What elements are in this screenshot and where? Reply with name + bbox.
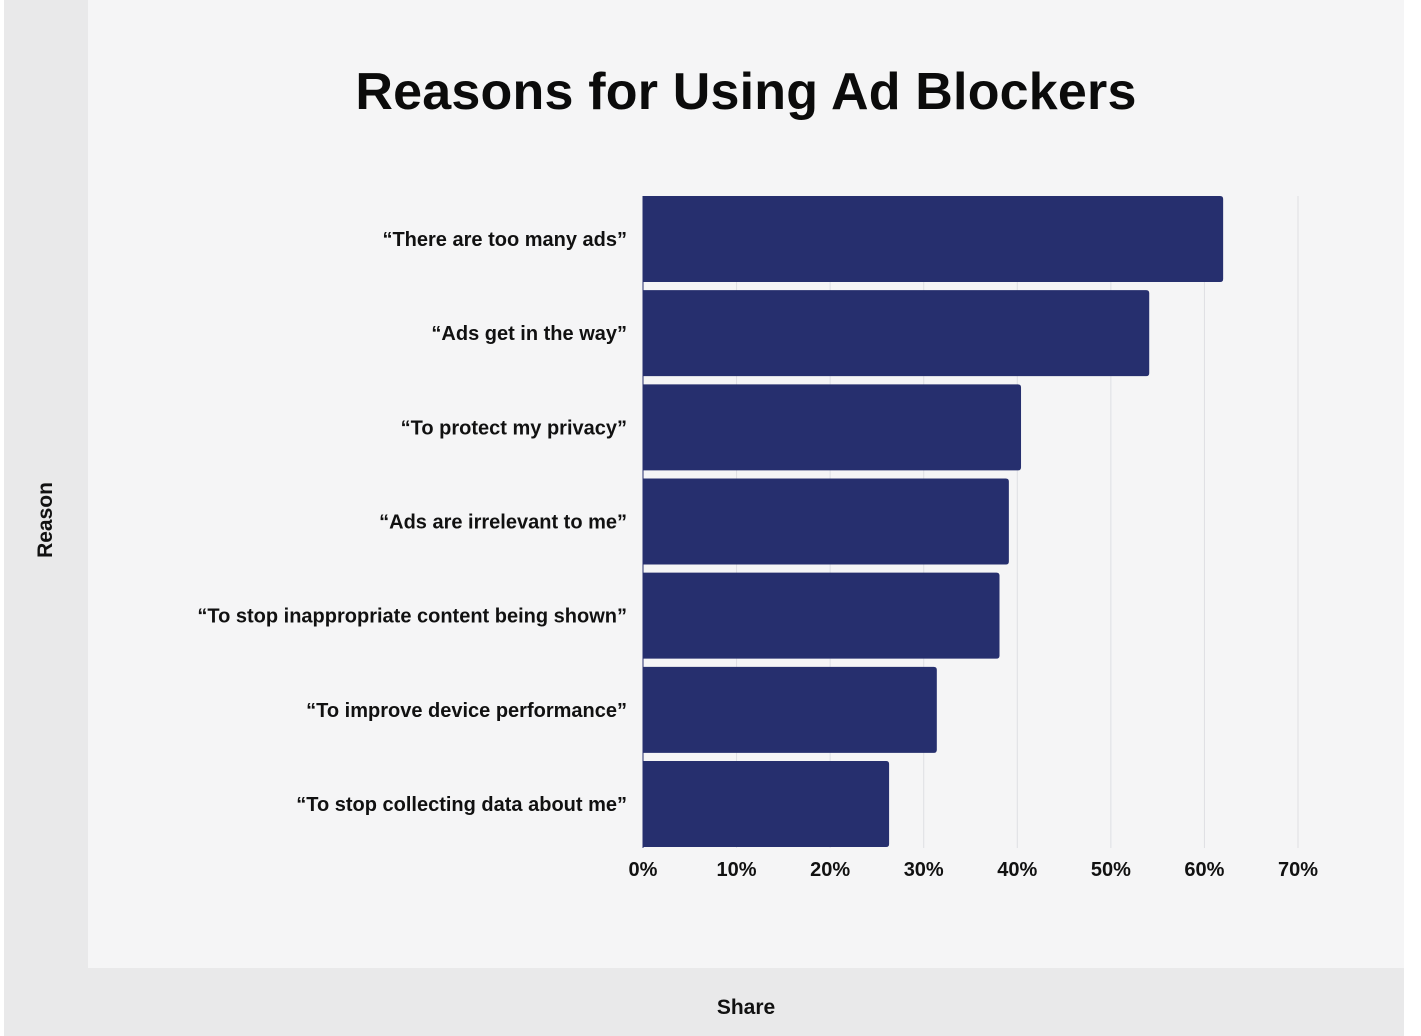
- left-frame-band: [4, 0, 88, 1036]
- bar: [643, 196, 1224, 282]
- category-labels: “There are too many ads” “Ads get in the …: [197, 229, 627, 816]
- bar: [643, 572, 1000, 659]
- category-label: “To stop inappropriate content being sho…: [197, 606, 627, 628]
- right-frame-band: [1404, 0, 1421, 1036]
- category-label: “Ads get in the way”: [431, 323, 627, 345]
- x-tick-label: 20%: [810, 859, 850, 881]
- category-label: “To stop collecting data about me”: [296, 794, 627, 816]
- x-tick-label: 10%: [717, 859, 757, 881]
- x-tick-labels: 0% 10% 20% 30% 40% 50% 60% 70%: [629, 859, 1319, 881]
- chart-title: Reasons for Using Ad Blockers: [355, 63, 1137, 121]
- x-tick-label: 50%: [1091, 859, 1131, 881]
- x-tick-label: 0%: [629, 859, 658, 881]
- bar: [643, 384, 1022, 471]
- bar: [643, 666, 937, 753]
- category-label: “There are too many ads”: [382, 229, 627, 251]
- bar: [643, 290, 1150, 377]
- x-tick-label: 70%: [1278, 859, 1318, 881]
- x-tick-label: 40%: [997, 859, 1037, 881]
- x-tick-label: 30%: [904, 859, 944, 881]
- bars: [643, 196, 1224, 848]
- bar: [643, 478, 1009, 565]
- category-label: “To improve device performance”: [306, 700, 627, 722]
- bar: [643, 761, 890, 848]
- category-label: “To protect my privacy”: [401, 417, 627, 439]
- x-tick-label: 60%: [1184, 859, 1224, 881]
- x-axis-title: Share: [716, 996, 776, 1019]
- category-label: “Ads are irrelevant to me”: [379, 512, 627, 534]
- x-axis-band: [88, 968, 1404, 1036]
